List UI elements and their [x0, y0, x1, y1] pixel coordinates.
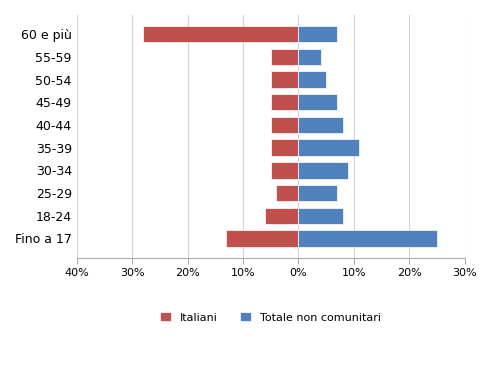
- Bar: [143, 26, 299, 42]
- Bar: [265, 208, 299, 224]
- Bar: [299, 49, 321, 65]
- Bar: [271, 72, 299, 88]
- Bar: [271, 49, 299, 65]
- Bar: [271, 117, 299, 133]
- Bar: [276, 185, 299, 201]
- Bar: [299, 94, 337, 110]
- Bar: [299, 230, 437, 246]
- Bar: [299, 26, 337, 42]
- Legend: Italiani, Totale non comunitari: Italiani, Totale non comunitari: [154, 307, 387, 328]
- Bar: [299, 72, 326, 88]
- Bar: [271, 139, 299, 156]
- Bar: [299, 117, 343, 133]
- Bar: [271, 162, 299, 179]
- Bar: [299, 208, 343, 224]
- Bar: [226, 230, 299, 246]
- Bar: [299, 139, 359, 156]
- Bar: [271, 94, 299, 110]
- Bar: [299, 185, 337, 201]
- Bar: [299, 162, 348, 179]
